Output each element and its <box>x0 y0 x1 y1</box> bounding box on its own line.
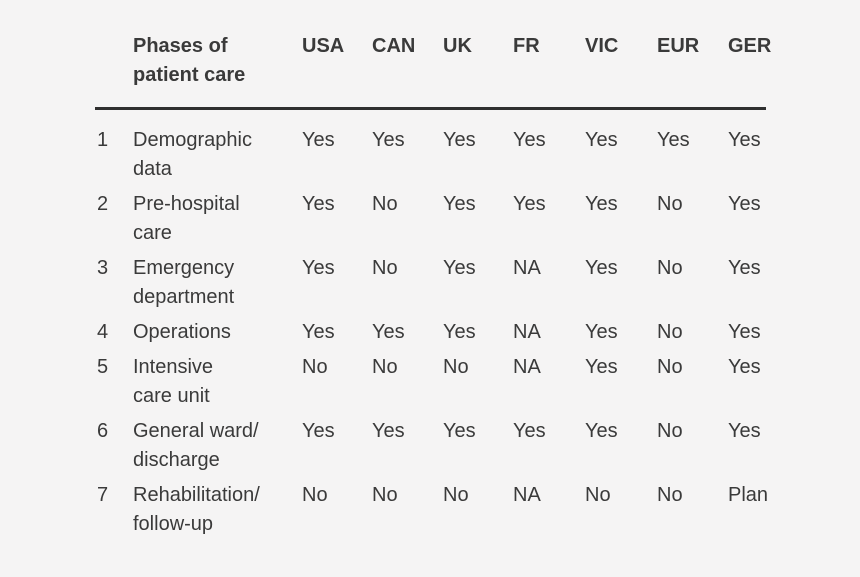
phase-cell: Intensive care unit <box>133 356 214 407</box>
phase-cell: Demographic data <box>133 129 252 180</box>
row-number: 6 <box>97 420 109 442</box>
value-cell-eur: No <box>657 321 683 343</box>
value-cell-usa: Yes <box>302 193 335 215</box>
value-cell-uk: Yes <box>443 193 476 215</box>
value-cell-ger: Yes <box>728 129 761 151</box>
phase-cell: Emergency department <box>133 257 235 308</box>
value-cell-vic: Yes <box>585 420 618 442</box>
value-cell-eur: No <box>657 193 683 215</box>
value-cell-eur: No <box>657 356 683 378</box>
value-cell-usa: Yes <box>302 257 335 279</box>
patient-care-phases-table: Phases of patient care USA CAN UK FR VIC EUR GE… <box>95 32 771 543</box>
table-row: 7 Rehabilitation/ follow-up No No No NA No No Pl… <box>95 478 769 542</box>
value-cell-fr: NA <box>513 484 541 506</box>
value-cell-ger: Yes <box>728 420 761 442</box>
table-row: 4 Operations Yes Yes Yes NA Yes No Yes <box>95 315 766 350</box>
table-row: 1 Demographic data Yes Yes Yes Yes Yes Yes Yes <box>95 109 766 188</box>
value-cell-uk: Yes <box>443 420 476 442</box>
value-cell-can: No <box>372 484 398 506</box>
value-cell-can: No <box>372 193 398 215</box>
table-body: 1 Demographic data Yes Yes Yes Yes Yes Yes Yes 2 P… <box>95 109 769 543</box>
value-cell-fr: NA <box>513 356 541 378</box>
header-row: Phases of patient care USA CAN UK FR VIC EUR GE… <box>95 32 771 110</box>
row-number: 7 <box>97 484 109 506</box>
phase-column-header: Phases of patient care <box>133 32 302 110</box>
column-header-eur: EUR <box>657 32 728 110</box>
phase-cell: Operations <box>133 321 231 343</box>
phase-cell: Rehabilitation/ follow-up <box>133 484 260 535</box>
row-number: 2 <box>97 193 109 215</box>
value-cell-can: No <box>372 356 398 378</box>
value-cell-ger: Yes <box>728 257 761 279</box>
column-header-uk: UK <box>443 32 513 110</box>
value-cell-vic: Yes <box>585 321 618 343</box>
value-cell-usa: No <box>302 356 328 378</box>
value-cell-usa: Yes <box>302 129 335 151</box>
value-cell-vic: Yes <box>585 193 618 215</box>
table-row: 6 General ward/ discharge Yes Yes Yes Yes Yes N… <box>95 414 766 478</box>
value-cell-vic: Yes <box>585 129 618 151</box>
value-cell-usa: No <box>302 484 328 506</box>
column-header-can: CAN <box>372 32 443 110</box>
value-cell-usa: Yes <box>302 321 335 343</box>
table-header: Phases of patient care USA CAN UK FR VIC EUR GE… <box>95 32 771 110</box>
value-cell-fr: Yes <box>513 420 546 442</box>
value-cell-ger: Yes <box>728 321 761 343</box>
table-row: 2 Pre-hospital care Yes No Yes Yes Yes No Yes <box>95 187 766 251</box>
table-row: 5 Intensive care unit No No No NA Yes No Yes <box>95 350 766 414</box>
phase-cell: Pre-hospital care <box>133 193 240 244</box>
column-header-fr: FR <box>513 32 585 110</box>
value-cell-eur: No <box>657 484 683 506</box>
value-cell-eur: Yes <box>657 129 690 151</box>
value-cell-uk: Yes <box>443 257 476 279</box>
row-number: 4 <box>97 321 109 343</box>
value-cell-fr: NA <box>513 257 541 279</box>
column-header-usa: USA <box>302 32 372 110</box>
row-number-column-header <box>95 32 133 110</box>
value-cell-can: Yes <box>372 321 405 343</box>
table-row: 3 Emergency department Yes No Yes NA Yes No Yes <box>95 251 766 315</box>
value-cell-usa: Yes <box>302 420 335 442</box>
value-cell-ger: Yes <box>728 356 761 378</box>
value-cell-can: No <box>372 257 398 279</box>
row-number: 5 <box>97 356 109 378</box>
column-header-vic: VIC <box>585 32 657 110</box>
value-cell-can: Yes <box>372 420 405 442</box>
value-cell-can: Yes <box>372 129 405 151</box>
value-cell-eur: No <box>657 420 683 442</box>
value-cell-fr: Yes <box>513 193 546 215</box>
value-cell-uk: No <box>443 356 469 378</box>
phase-cell: General ward/ discharge <box>133 420 259 471</box>
value-cell-fr: Yes <box>513 129 546 151</box>
value-cell-uk: No <box>443 484 469 506</box>
value-cell-uk: Yes <box>443 321 476 343</box>
row-number: 3 <box>97 257 109 279</box>
value-cell-eur: No <box>657 257 683 279</box>
value-cell-fr: NA <box>513 321 541 343</box>
value-cell-ger: Yes <box>728 193 761 215</box>
value-cell-ger: Plan <box>728 484 769 506</box>
value-cell-uk: Yes <box>443 129 476 151</box>
row-number: 1 <box>97 129 109 151</box>
value-cell-vic: Yes <box>585 257 618 279</box>
value-cell-vic: No <box>585 484 611 506</box>
column-header-ger: GER <box>728 32 771 110</box>
value-cell-vic: Yes <box>585 356 618 378</box>
